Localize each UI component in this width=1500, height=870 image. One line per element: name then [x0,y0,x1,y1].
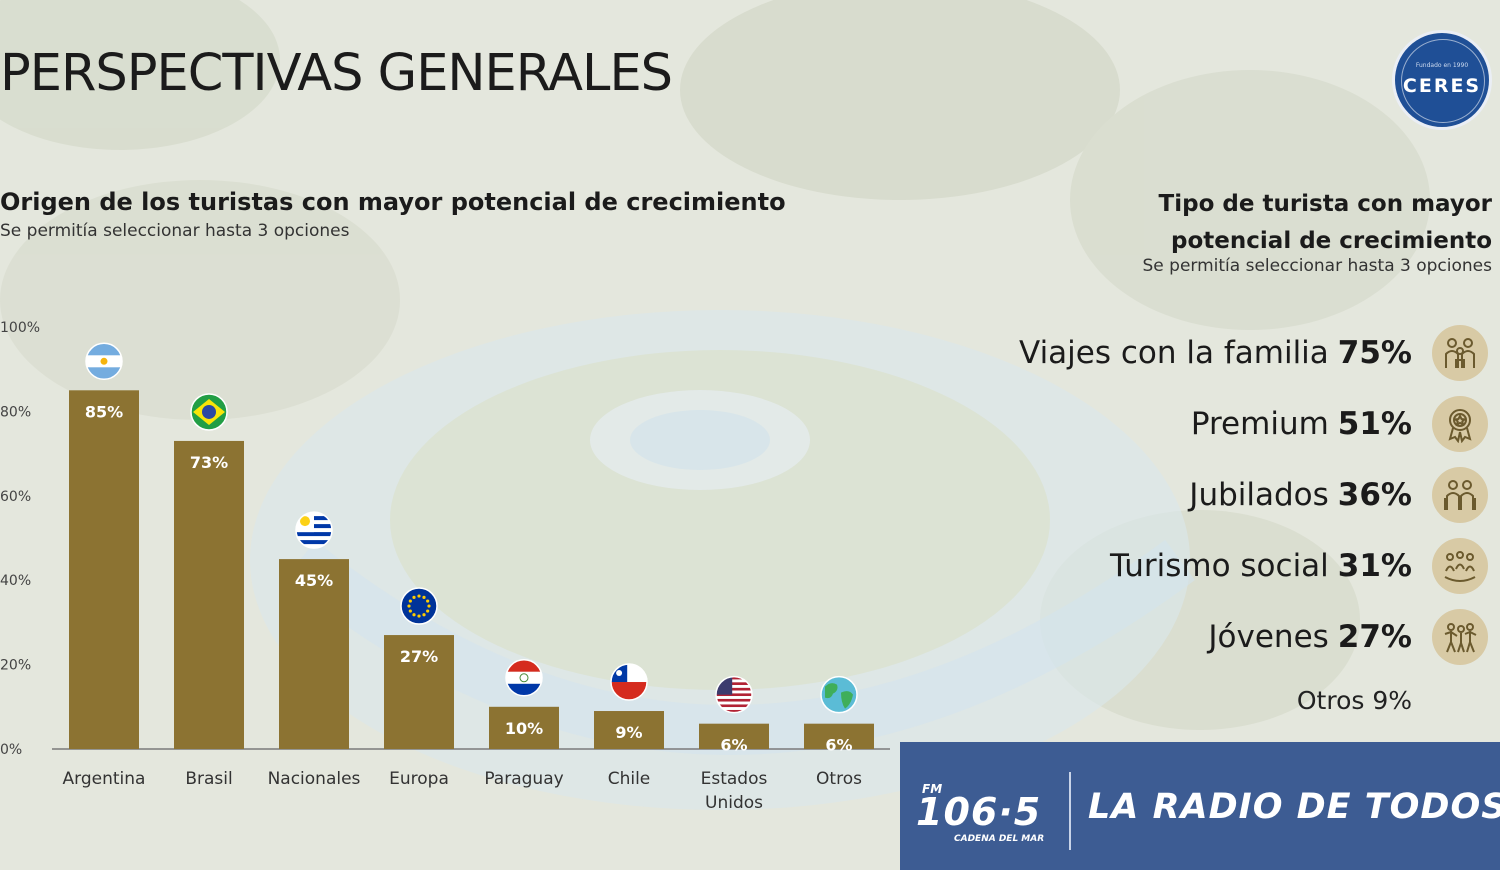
tipo-row-jubilados: Jubilados 36% [1189,470,1412,520]
usa-flag [715,675,753,714]
chart-subtitle: Se permitía seleccionar hasta 3 opciones [0,221,350,241]
flag-ring [190,393,228,431]
flag-ring [400,587,438,625]
x-tick-label: Chile [608,769,651,789]
tipo-value: 75% [1337,335,1412,371]
flag-ring [715,675,753,714]
bar-value-label: 85% [85,402,123,421]
tipo-label: Premium [1190,406,1329,442]
eu-flag [400,587,438,625]
bar-chile [594,711,664,749]
bar-estados-unidos [699,723,769,749]
flag-ring [610,663,648,701]
social-group-icon [1432,538,1488,594]
flag-ring [820,675,858,714]
x-tick-label: Estados [701,769,768,789]
bar-argentina [69,390,139,749]
chart-title: Origen de los turistas con mayor potenci… [0,188,786,216]
y-tick-label: 0% [0,742,22,758]
y-tick-label: 100% [0,320,40,336]
bar-value-label: 10% [505,719,543,738]
tipo-row-family: Viajes con la familia 75% [1019,328,1412,378]
bar-value-label: 9% [615,723,642,742]
banner-fm: FM [922,782,943,796]
tipo-label: Viajes con la familia [1019,335,1329,371]
radio-banner: FM 106·5 CADENA DEL MAR LA RADIO DE TODO… [900,742,1500,870]
ceres-logo: Fundado en 1990 CERES [1392,30,1492,130]
x-tick-label: Europa [389,769,449,789]
logo-ring [1401,39,1485,123]
family-icon [1432,325,1488,381]
tipo-value: 36% [1337,477,1412,513]
premium-badge-icon [1432,396,1488,452]
tipo-value: 31% [1337,548,1412,584]
tipo-label: Turismo social [1110,548,1329,584]
banner-network: CADENA DEL MAR [954,834,1045,844]
tipo-otros: Otros 9% [1296,686,1412,715]
chile-flag [610,663,648,701]
uruguay-flag [295,511,333,549]
seniors-icon [1432,467,1488,523]
bar-paraguay [489,706,559,749]
x-tick-label: Otros [816,769,862,789]
origin-bar-chart: 0% 20% 40% 60% 80% 100% 85% Argentina 73% Brasil 4… [0,320,890,813]
flag-ring [295,511,333,549]
tipo-title: Tipo de turista con mayor potencial de c… [1158,191,1492,254]
x-tick-label: Unidos [705,793,763,813]
y-tick-label: 20% [0,658,31,674]
x-tick-label: Nacionales [268,769,361,789]
banner-divider [1069,772,1071,850]
globe [820,675,858,714]
tipo-value: 51% [1337,406,1412,442]
banner-slogan: LA RADIO DE TODOS [1088,787,1500,827]
tipo-subtitle: Se permitía seleccionar hasta 3 opciones [1142,256,1493,276]
y-tick-label: 40% [0,573,31,589]
banner-frequency: 106·5 [916,790,1042,834]
flag-ring [505,659,543,697]
tipo-row-jovenes: Jóvenes 27% [1208,612,1412,662]
flag-ring [85,342,123,381]
bar-nacionales [279,559,349,749]
page-title: PERSPECTIVAS GENERALES [0,44,673,103]
bar-brasil [174,440,244,749]
bar-otros [804,723,874,749]
bar-value-label: 45% [295,571,333,590]
argentina-flag [85,342,123,381]
x-tick-label: Brasil [185,769,232,789]
bar-value-label: 6% [825,736,852,755]
bar-value-label: 6% [720,736,747,755]
x-tick-label: Paraguay [484,769,563,789]
y-tick-label: 80% [0,404,31,420]
youth-icon [1432,609,1488,665]
bar-europa [384,635,454,749]
x-tick-label: Argentina [63,769,146,789]
bar-value-label: 73% [190,453,228,472]
bar-value-label: 27% [400,647,438,666]
y-tick-label: 60% [0,489,31,505]
tipo-label: Jubilados [1189,477,1329,513]
tipo-row-premium: Premium 51% [1191,399,1412,449]
paraguay-flag [505,659,543,697]
brazil-flag [190,393,228,431]
tipo-row-turismo-social: Turismo social 31% [1110,541,1412,591]
tipo-label: Jóvenes [1208,619,1329,655]
tipo-value: 27% [1337,619,1412,655]
